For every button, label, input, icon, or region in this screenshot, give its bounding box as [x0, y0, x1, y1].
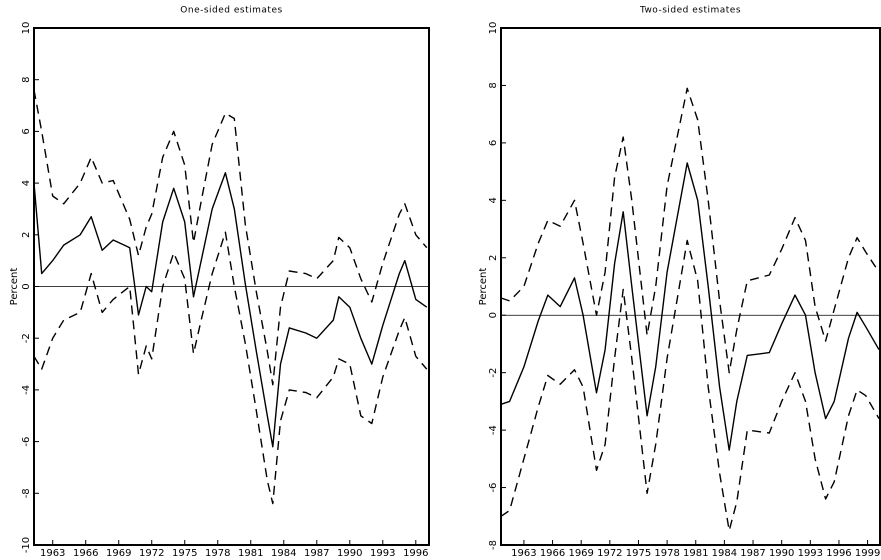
x-tick-label: 1978: [654, 548, 679, 559]
y-tick-label: 2: [488, 255, 499, 261]
y-tick-label: -8: [21, 488, 32, 498]
x-tick-label: 1990: [337, 548, 362, 559]
x-tick-label: 1987: [740, 548, 765, 559]
chart-title: One-sided estimates: [180, 6, 282, 16]
plot-frame: [33, 27, 430, 546]
x-tick-label: 1972: [139, 548, 164, 559]
x-tick-label: 1993: [798, 548, 823, 559]
y-tick-label: 4: [21, 180, 32, 186]
series-line: [33, 231, 428, 505]
series-line: [33, 89, 428, 386]
x-tick-label: 1999: [855, 548, 880, 559]
x-tick-label: 1996: [403, 548, 428, 559]
x-tick-label: 1984: [271, 548, 296, 559]
y-axis-label: Percent: [9, 268, 20, 306]
y-tick-label: -4: [21, 385, 32, 395]
x-tick-label: 1993: [370, 548, 395, 559]
x-tick-label: 1990: [769, 548, 794, 559]
series-line: [500, 162, 880, 451]
plot-frame: [500, 27, 881, 546]
x-tick-label: 1981: [238, 548, 263, 559]
x-tick-label: 1987: [304, 548, 329, 559]
series-line: [500, 87, 880, 374]
y-tick-label: -2: [21, 333, 32, 343]
y-tick-label: 6: [21, 128, 32, 134]
y-axis-label: Percent: [478, 268, 489, 306]
y-tick-label: -10: [21, 537, 32, 553]
y-tick-label: 10: [21, 22, 32, 35]
x-tick-label: 1969: [568, 548, 593, 559]
y-tick-label: 8: [21, 77, 32, 83]
y-tick-label: -4: [488, 425, 499, 435]
x-tick-label: 1975: [626, 548, 651, 559]
y-tick-label: 0: [21, 283, 32, 289]
x-tick-label: 1966: [540, 548, 565, 559]
x-tick-label: 1963: [511, 548, 536, 559]
x-tick-label: 1984: [712, 548, 737, 559]
x-tick-label: 1981: [683, 548, 708, 559]
y-tick-label: -2: [488, 368, 499, 378]
y-tick-label: 4: [488, 197, 499, 203]
series-line: [500, 239, 880, 532]
y-tick-label: 8: [488, 82, 499, 88]
y-tick-label: 6: [488, 140, 499, 146]
x-tick-label: 1996: [826, 548, 851, 559]
x-tick-label: 1966: [73, 548, 98, 559]
y-tick-label: 2: [21, 232, 32, 238]
x-tick-label: 1963: [40, 548, 65, 559]
y-tick-label: 0: [488, 312, 499, 318]
series-line: [33, 172, 428, 448]
y-tick-label: -8: [488, 540, 499, 550]
y-tick-label: 10: [488, 22, 499, 35]
x-tick-label: 1975: [172, 548, 197, 559]
x-tick-label: 1978: [205, 548, 230, 559]
y-tick-label: -6: [488, 483, 499, 493]
x-tick-label: 1969: [106, 548, 131, 559]
chart-title: Two-sided estimates: [639, 6, 741, 16]
y-tick-label: -6: [21, 437, 32, 447]
x-tick-label: 1972: [597, 548, 622, 559]
